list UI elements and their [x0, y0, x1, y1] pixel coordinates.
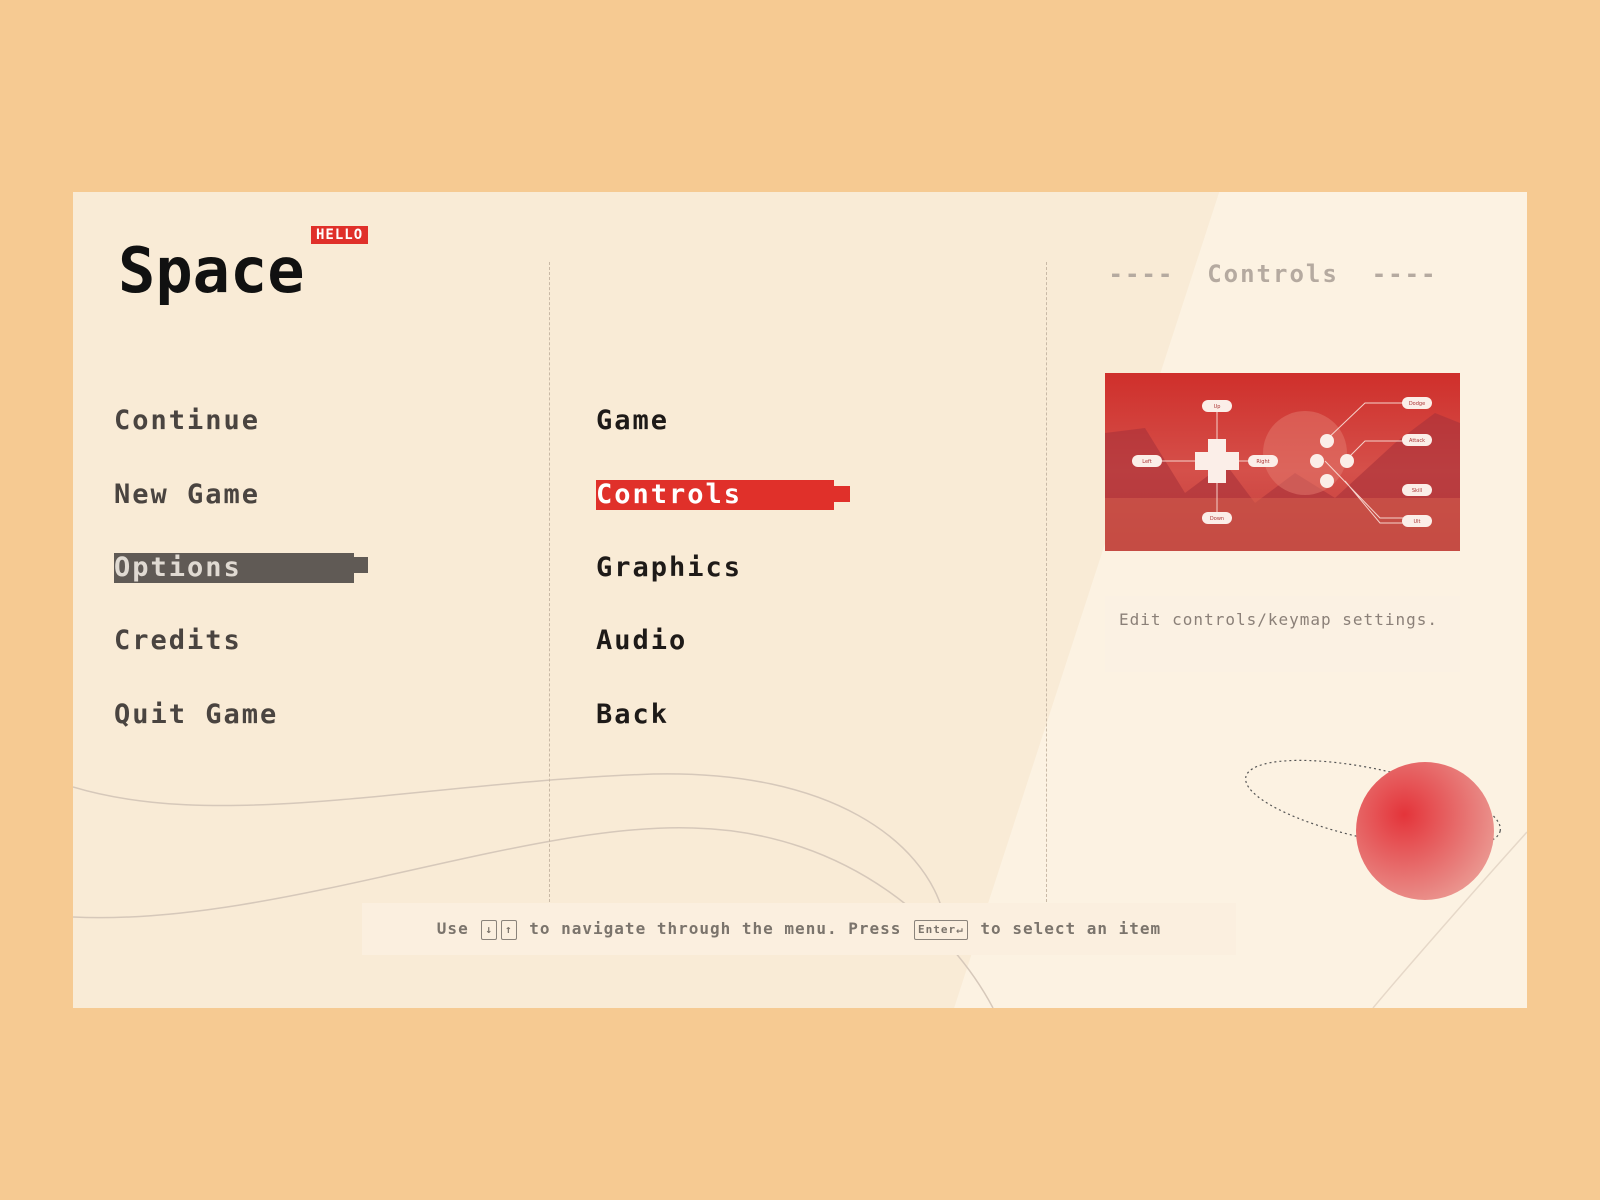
menu-panel: Space HELLO Continue New Game Options Cr… [73, 192, 1527, 1008]
planet [1356, 762, 1494, 900]
menu-item-options[interactable]: Options [114, 553, 368, 583]
hint-middle: to navigate through the menu. Press [529, 919, 902, 938]
hint-use: Use [436, 919, 469, 938]
hello-badge: HELLO [311, 226, 369, 244]
label-up: Up [1214, 404, 1221, 410]
menu-item-credits[interactable]: Credits [114, 625, 242, 656]
controls-preview-image: Up Down Left Right Dodge Attack Skill Ul… [1105, 373, 1460, 551]
menu-item-continue[interactable]: Continue [114, 405, 261, 436]
label-right: Right [1256, 459, 1269, 465]
menu-item-graphics[interactable]: Graphics [596, 552, 743, 583]
column-divider [549, 262, 550, 902]
menu-item-new-game[interactable]: New Game [114, 479, 261, 510]
label-skill: Skill [1412, 488, 1422, 494]
label-ult: Ult [1413, 519, 1420, 525]
down-key-icon: ↓ [481, 919, 497, 940]
menu-item-quit-game[interactable]: Quit Game [114, 699, 279, 730]
detail-header: ---- Controls ---- [1108, 260, 1438, 288]
label-attack: Attack [1409, 438, 1425, 444]
game-logo: Space [118, 234, 305, 307]
hint-end: to select an item [980, 919, 1162, 938]
detail-description: Edit controls/keymap settings. [1105, 596, 1460, 672]
label-dodge: Dodge [1409, 401, 1425, 407]
navigation-hint: Use ↓ ↑ to navigate through the menu. Pre… [362, 903, 1236, 955]
menu-item-controls[interactable]: Controls [596, 480, 850, 510]
menu-item-game[interactable]: Game [596, 405, 670, 436]
column-divider [1046, 262, 1047, 902]
up-key-icon: ↑ [500, 919, 517, 940]
menu-item-audio[interactable]: Audio [596, 625, 688, 656]
label-left: Left [1142, 459, 1151, 465]
menu-item-back[interactable]: Back [596, 699, 670, 730]
enter-key-icon: Enter↵ [914, 919, 968, 940]
label-down: Down [1210, 516, 1224, 522]
